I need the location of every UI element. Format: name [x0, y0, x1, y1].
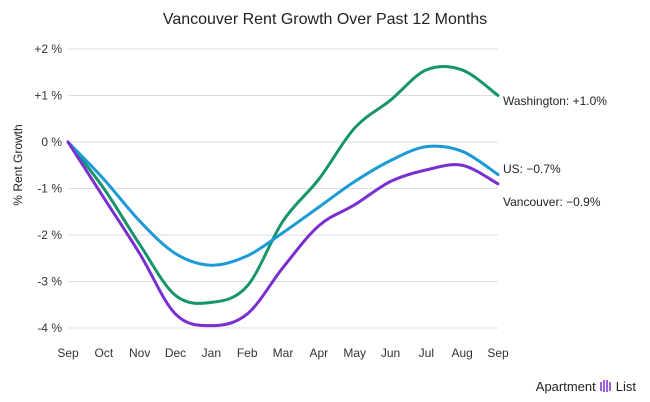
x-tick-label: Jul — [419, 346, 434, 360]
x-tick-label: Sep — [57, 346, 79, 360]
series-end-label-us: US: −0.7% — [503, 162, 561, 176]
x-tick-label: Feb — [237, 346, 258, 360]
y-tick-label: +2 % — [34, 42, 62, 56]
y-tick-label: -1 % — [37, 182, 62, 196]
y-tick-label: -3 % — [37, 275, 62, 289]
brand-left: Apartment — [535, 378, 596, 394]
y-axis-label: % Rent Growth — [11, 124, 25, 205]
brand-right: List — [615, 378, 636, 394]
series-line-washington — [66, 64, 500, 305]
x-tick-label: Aug — [451, 346, 472, 360]
series-end-label-vancouver: Vancouver: −0.9% — [503, 195, 601, 209]
y-tick-label: +1 % — [34, 89, 62, 103]
y-tick-label: -4 % — [37, 321, 62, 335]
apartment-list-logo: Apartment List — [536, 378, 636, 394]
x-tick-label: Dec — [165, 346, 186, 360]
series-line-us — [66, 140, 500, 267]
apartment-list-logo-icon — [600, 380, 611, 392]
x-tick-label: Sep — [487, 346, 509, 360]
x-tick-label: Oct — [94, 346, 113, 360]
x-tick-label: Mar — [273, 346, 294, 360]
chart-title: Vancouver Rent Growth Over Past 12 Month… — [163, 11, 487, 28]
x-tick-label: Apr — [309, 346, 328, 360]
y-tick-label: 0 % — [41, 135, 62, 149]
x-tick-label: Jan — [202, 346, 221, 360]
x-tick-label: Nov — [129, 346, 150, 360]
series-end-label-washington: Washington: +1.0% — [503, 94, 607, 108]
series-line-vancouver — [66, 140, 500, 328]
y-tick-label: -2 % — [37, 228, 62, 242]
x-tick-label: May — [343, 346, 366, 360]
x-tick-label: Jun — [381, 346, 400, 360]
